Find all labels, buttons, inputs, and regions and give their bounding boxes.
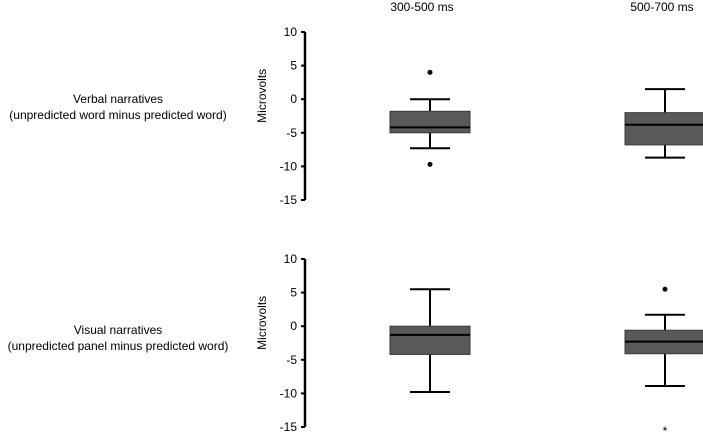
panel-2-box-2-outlier-star: *: [663, 424, 668, 434]
row-label-visual-line1: Visual narratives: [73, 323, 163, 337]
panel-2-y-tick-label: 5: [290, 286, 297, 300]
panel-1-box-2-iqr-box: [624, 112, 703, 146]
panel-1-y-tick-label: 10: [284, 25, 298, 39]
row-label-verbal-line1: Verbal narratives: [72, 92, 164, 106]
panel-1-y-tick-label: -10: [280, 159, 298, 173]
panel-1-y-tick-label: 0: [290, 92, 297, 106]
panel-1-box-1-iqr-box: [389, 110, 471, 134]
panel-2-y-tick-label: 0: [290, 319, 297, 333]
panel-1-box-1-outlier-dot: [427, 161, 433, 167]
column-title-500-700: 500-700 ms: [630, 0, 694, 14]
panel-2-y-tick-label: -5: [286, 353, 297, 367]
row-label-verbal: Verbal narratives (unpredicted word minu…: [0, 91, 236, 123]
panel-1-box-1-outlier-dot: [427, 69, 433, 75]
row-label-visual: Visual narratives (unpredicted panel min…: [0, 322, 236, 354]
panel-1-y-tick-label: 5: [290, 59, 297, 73]
panel-2-y-tick-label: -15: [280, 420, 298, 434]
panel-1-y-tick-label: -15: [280, 193, 298, 207]
panel-2-box-1-iqr-box: [389, 325, 471, 355]
row-label-verbal-line2: (unpredicted word minus predicted word): [9, 108, 227, 122]
panel-2-y-tick-label: -10: [280, 386, 298, 400]
panel-2-box-2-outlier-dot: [662, 286, 668, 292]
panel-1-y-axis-title: Microvolts: [255, 69, 269, 123]
column-title-300-500: 300-500 ms: [390, 0, 454, 14]
panel-2-y-axis-title: Microvolts: [255, 296, 269, 350]
panel-1-y-tick-label: -5: [286, 126, 297, 140]
panel-2-y-tick-label: 10: [284, 252, 298, 266]
row-label-visual-line2: (unpredicted panel minus predicted word): [7, 339, 229, 353]
